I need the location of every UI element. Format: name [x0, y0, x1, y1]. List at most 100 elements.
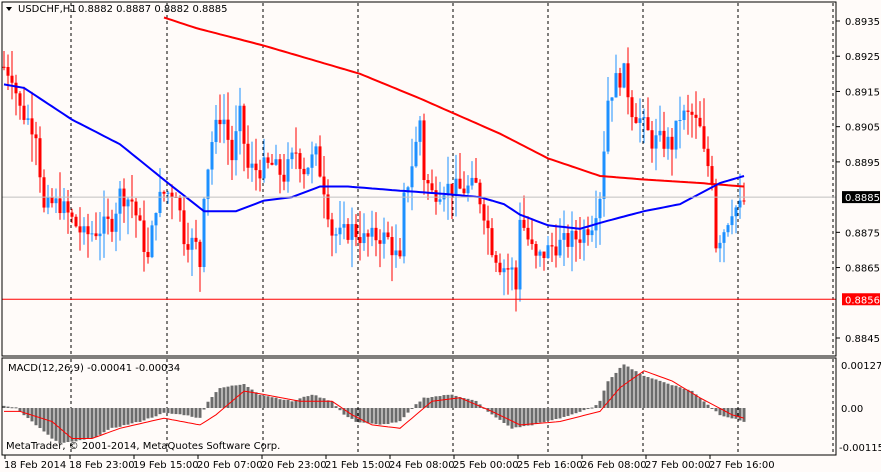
macd-bar — [658, 380, 662, 408]
candle — [290, 147, 294, 169]
candle — [258, 159, 262, 192]
candle — [214, 104, 218, 154]
time-label: 26 Feb 08:00 — [581, 460, 647, 471]
candle — [254, 138, 258, 191]
macd-bar — [738, 408, 742, 421]
macd-bar — [366, 408, 370, 424]
macd-bar — [430, 397, 434, 408]
macd-bar — [670, 385, 674, 408]
candle — [262, 138, 266, 183]
price-label: 0.8925 — [845, 52, 880, 63]
macd-histogram — [2, 364, 746, 444]
macd-bar — [586, 408, 590, 410]
macd-bar — [722, 408, 726, 417]
candle — [734, 205, 738, 234]
candle — [534, 241, 538, 269]
candle — [58, 172, 62, 220]
macd-bar — [398, 408, 402, 422]
candle — [502, 259, 506, 296]
candle — [506, 253, 510, 295]
candle — [70, 208, 74, 224]
candle — [530, 219, 534, 250]
price-label: 0.8845 — [845, 334, 880, 345]
macd-bar — [338, 408, 342, 411]
macd-bar — [194, 408, 198, 418]
candle — [678, 96, 682, 149]
macd-bar — [382, 408, 386, 425]
macd-bar — [158, 408, 162, 415]
macd-bar — [390, 408, 394, 423]
macd-bar — [362, 408, 366, 423]
macd-bar — [126, 408, 130, 425]
macd-bar — [142, 408, 146, 421]
macd-bar — [138, 408, 142, 422]
candles — [2, 47, 746, 312]
macd-bar — [554, 408, 558, 420]
candle — [38, 126, 42, 193]
macd-bar — [494, 408, 498, 418]
candle — [630, 90, 634, 131]
macd-bar — [18, 408, 22, 412]
candle — [562, 210, 566, 267]
macd-bar — [102, 408, 106, 433]
candle — [202, 196, 206, 273]
candle — [542, 251, 546, 271]
candle — [134, 198, 138, 238]
candle — [46, 184, 50, 215]
candle — [294, 127, 298, 170]
candle — [522, 195, 526, 231]
candle — [374, 212, 378, 257]
macd-bar — [46, 408, 50, 435]
macd-bar — [458, 397, 462, 408]
macd-bar — [386, 408, 390, 424]
macd-bar — [626, 366, 630, 408]
macd-bar — [590, 407, 594, 409]
candle — [198, 239, 202, 292]
macd-bar — [154, 408, 158, 417]
candle — [722, 229, 726, 263]
candle — [434, 176, 438, 215]
candle — [302, 157, 306, 189]
macd-bar — [318, 397, 322, 408]
candle — [690, 103, 694, 138]
macd-bar — [534, 408, 538, 424]
macd-bar — [682, 388, 686, 408]
price-label: 0.8935 — [845, 17, 880, 28]
dropdown-triangle-icon[interactable] — [6, 7, 12, 11]
candle — [94, 212, 98, 240]
macd-bar — [334, 406, 338, 408]
time-label: 25 Feb 00:00 — [453, 460, 519, 471]
candle — [422, 113, 426, 195]
candle — [458, 152, 462, 190]
candle — [42, 169, 46, 213]
macd-bar — [662, 382, 666, 408]
candle — [730, 199, 734, 235]
macd-bar — [106, 408, 110, 430]
candle — [474, 158, 478, 184]
macd-bar — [350, 408, 354, 419]
macd-bar — [598, 400, 602, 408]
price-label: 0.8905 — [845, 123, 880, 134]
candle — [638, 98, 642, 143]
macd-bar — [2, 405, 6, 408]
candle — [510, 257, 514, 291]
macd-bar — [118, 408, 122, 427]
macd-bar — [238, 384, 242, 408]
candle — [642, 108, 646, 144]
candle — [62, 188, 66, 220]
macd-bar — [562, 408, 566, 417]
candle — [430, 169, 434, 193]
macd-bar — [242, 384, 246, 408]
macd-bar — [650, 378, 654, 408]
candle — [310, 141, 314, 184]
candle — [34, 121, 38, 166]
time-label: 18 Feb 23:00 — [69, 460, 135, 471]
candle — [138, 207, 142, 222]
candle — [446, 156, 450, 220]
macd-signal-line — [4, 370, 745, 439]
price-label: 0.8875 — [845, 228, 880, 239]
macd-bar — [222, 387, 226, 408]
macd-bar — [274, 397, 278, 408]
